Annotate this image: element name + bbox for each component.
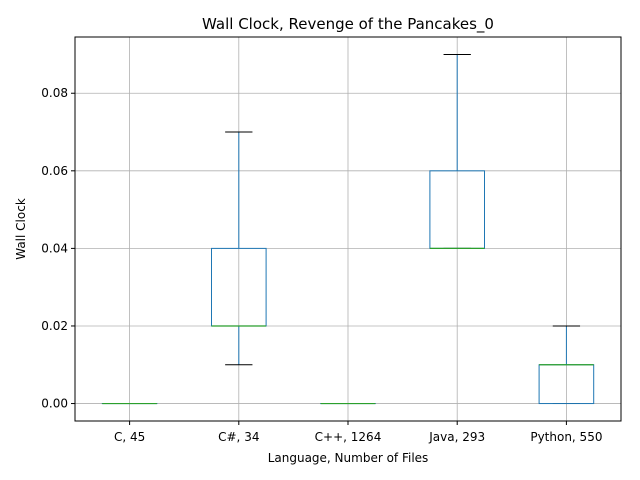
x-tick-label: Java, 293 (428, 430, 485, 444)
x-tick-label: C#, 34 (218, 430, 259, 444)
chart-title: Wall Clock, Revenge of the Pancakes_0 (202, 15, 494, 34)
y-axis: 0.00 0.02 0.04 0.06 0.08 (41, 86, 75, 411)
x-axis: C, 45 C#, 34 C++, 1264 Java, 293 Python, 550 (114, 421, 602, 444)
box-3 (429, 53, 485, 249)
x-tick-label: C++, 1264 (315, 430, 382, 444)
y-axis-label: Wall Clock (14, 198, 28, 260)
y-tick-label: 0.00 (41, 397, 68, 411)
boxes-layer (101, 53, 595, 405)
box-1 (211, 131, 267, 366)
grid-layer (75, 37, 621, 421)
box-4 (538, 325, 595, 405)
x-tick-label: Python, 550 (530, 430, 602, 444)
y-tick-label: 0.06 (41, 164, 68, 178)
y-tick-label: 0.04 (41, 241, 68, 255)
y-tick-label: 0.08 (41, 86, 68, 100)
x-axis-label: Language, Number of Files (268, 451, 429, 465)
x-tick-label: C, 45 (114, 430, 145, 444)
y-tick-label: 0.02 (41, 319, 68, 333)
